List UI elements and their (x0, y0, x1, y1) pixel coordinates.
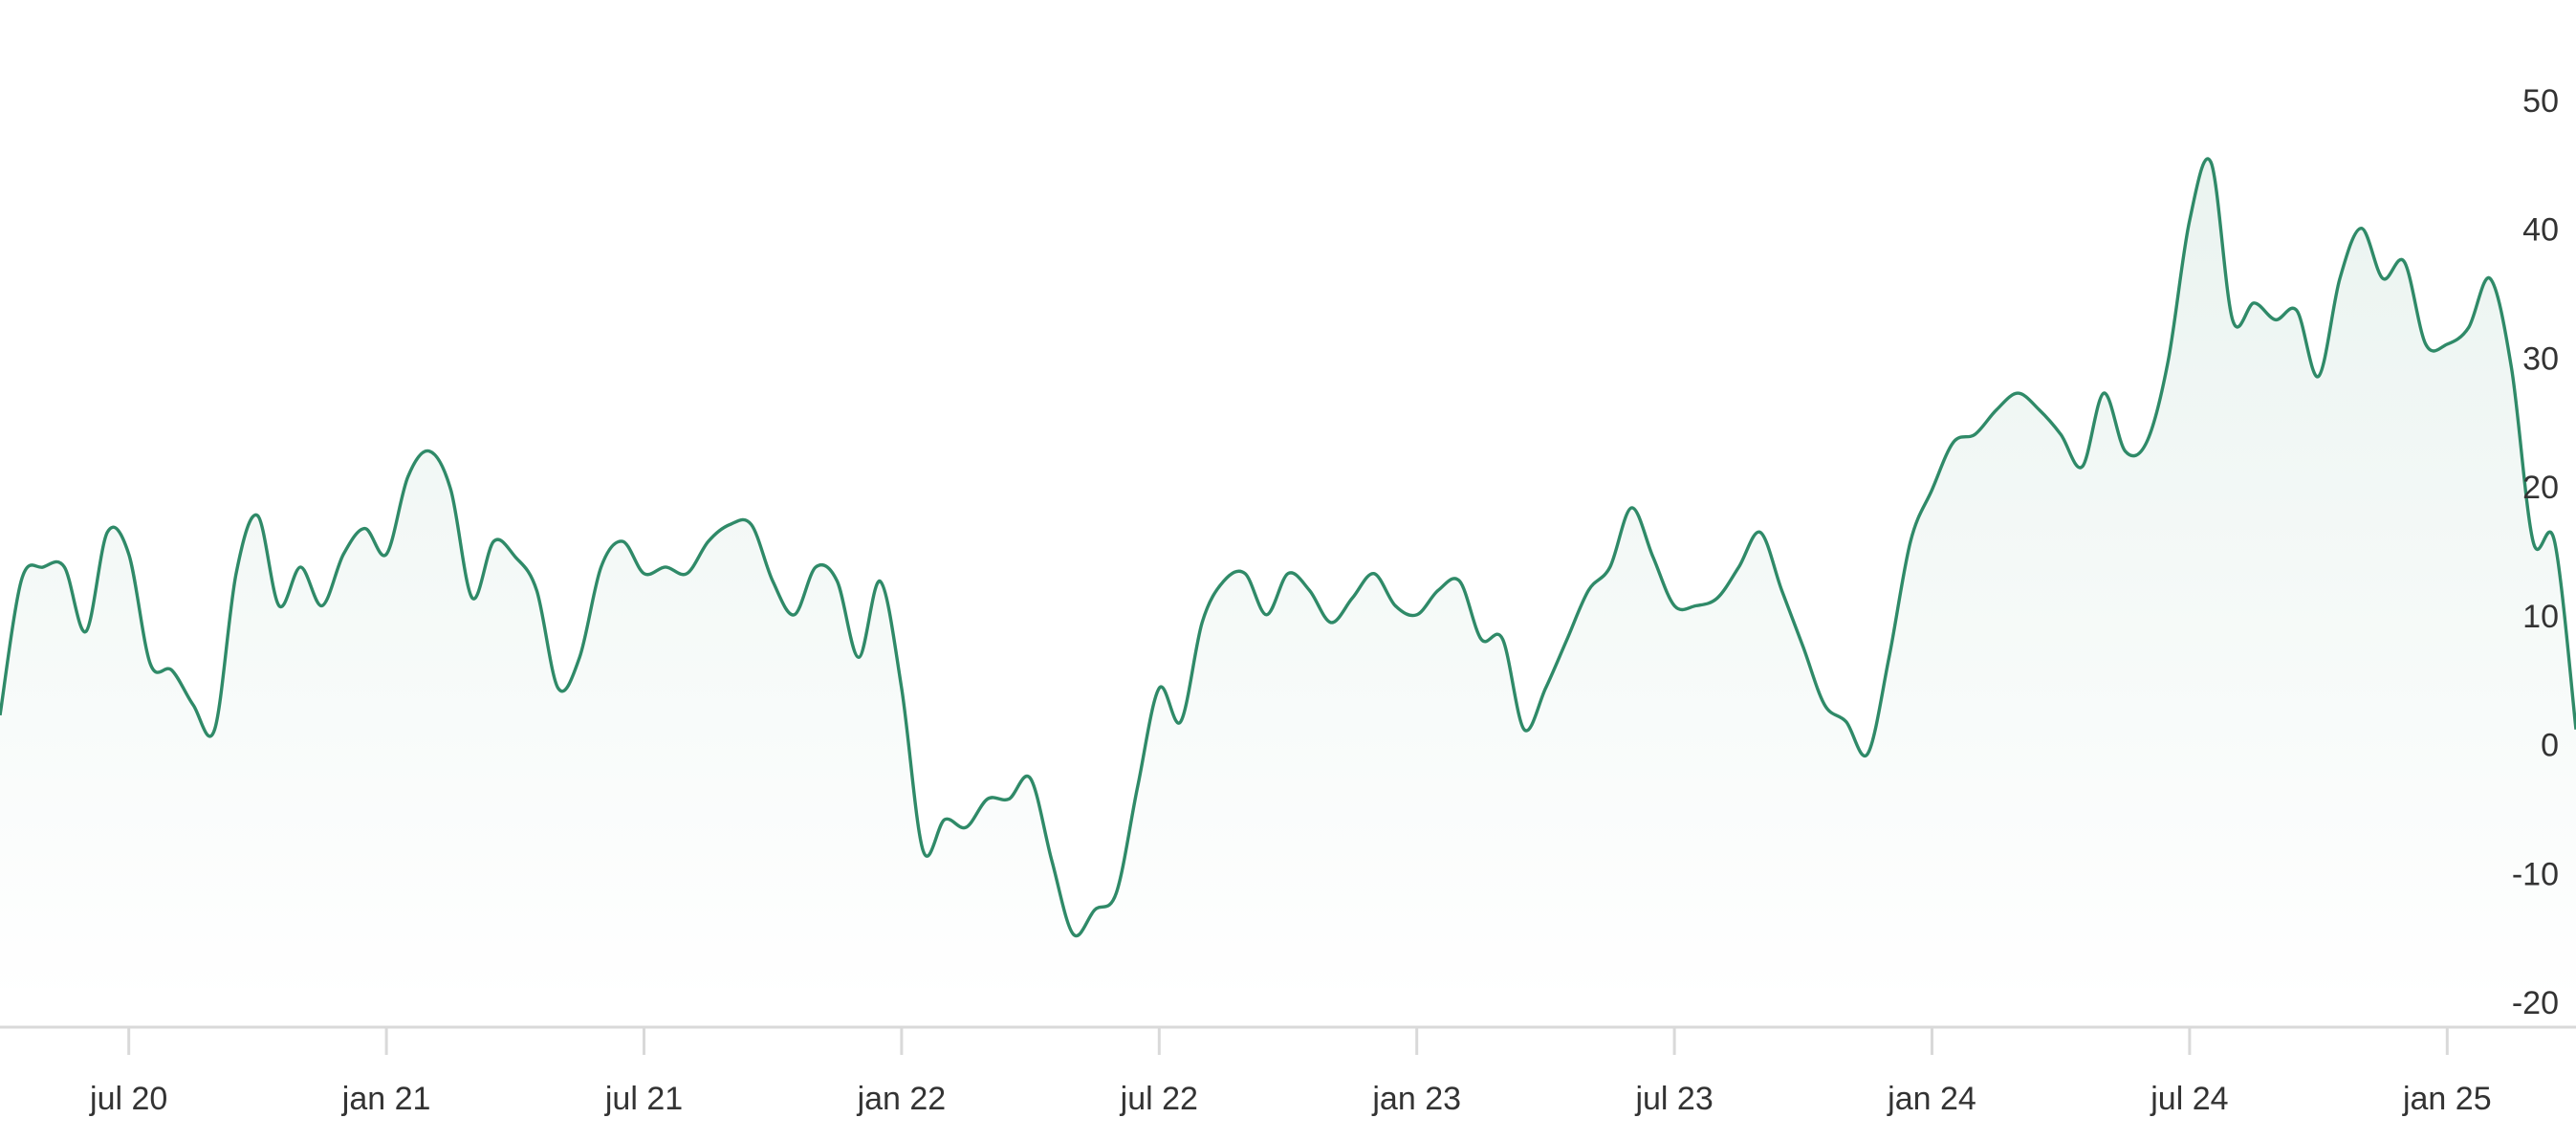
x-tick-label: jul 23 (1634, 1081, 1713, 1117)
line (0, 157, 2576, 938)
x-tick-label: jul 20 (89, 1081, 167, 1117)
y-tick-label: 0 (2541, 728, 2559, 764)
x-tick-label: jan 21 (341, 1081, 431, 1117)
y-tick-label: -10 (2512, 856, 2559, 892)
x-tick-label: jan 23 (1371, 1081, 1461, 1117)
y-tick-label: 50 (2522, 83, 2559, 120)
x-tick-label: jul 22 (1120, 1081, 1198, 1117)
x-tick-label: jan 25 (2402, 1081, 2492, 1117)
y-tick-label: 30 (2522, 340, 2559, 377)
x-tick-label: jul 24 (2150, 1081, 2228, 1117)
x-tick-label: jul 21 (604, 1081, 683, 1117)
y-tick-label: 20 (2522, 470, 2559, 506)
area (0, 159, 2576, 1005)
y-tick-label: 10 (2522, 599, 2559, 635)
y-tick-label: 40 (2522, 212, 2559, 249)
x-tick-label: jan 22 (857, 1081, 947, 1117)
y-tick-label: -20 (2512, 985, 2559, 1021)
x-tick-label: jan 24 (1887, 1081, 1976, 1117)
